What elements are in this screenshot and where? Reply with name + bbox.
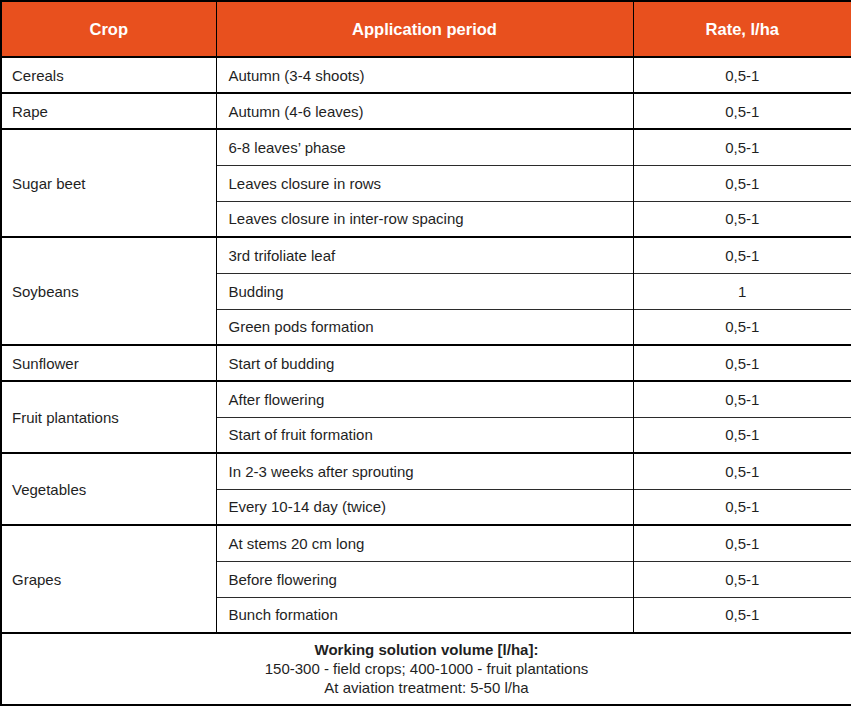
period-cell: Start of fruit formation — [216, 417, 633, 453]
rate-cell: 0,5-1 — [633, 57, 851, 93]
period-cell: After flowering — [216, 381, 633, 417]
period-cell: In 2-3 weeks after sprouting — [216, 453, 633, 489]
crop-cell-cereals: Cereals — [1, 57, 216, 93]
table-row: Vegetables In 2-3 weeks after sprouting … — [1, 453, 851, 489]
period-cell: At stems 20 cm long — [216, 525, 633, 561]
period-cell: Bunch formation — [216, 597, 633, 633]
table-row: Grapes At stems 20 cm long 0,5-1 — [1, 525, 851, 561]
crop-cell-vegetables: Vegetables — [1, 453, 216, 525]
period-cell: Leaves closure in rows — [216, 165, 633, 201]
page: Crop Application period Rate, l/ha Cerea… — [0, 0, 851, 714]
header-row: Crop Application period Rate, l/ha — [1, 1, 851, 57]
table-row: Cereals Autumn (3-4 shoots) 0,5-1 — [1, 57, 851, 93]
footer-line-1: Working solution volume [l/ha]: — [2, 640, 851, 659]
crop-cell-rape: Rape — [1, 93, 216, 129]
crop-cell-grapes: Grapes — [1, 525, 216, 633]
application-rates-table: Crop Application period Rate, l/ha Cerea… — [0, 0, 851, 706]
period-cell: Green pods formation — [216, 309, 633, 345]
rate-cell: 0,5-1 — [633, 309, 851, 345]
rate-cell: 0,5-1 — [633, 93, 851, 129]
rate-cell: 0,5-1 — [633, 201, 851, 237]
rate-cell: 0,5-1 — [633, 381, 851, 417]
rate-cell: 0,5-1 — [633, 417, 851, 453]
period-cell: Budding — [216, 273, 633, 309]
period-cell: 3rd trifoliate leaf — [216, 237, 633, 273]
crop-cell-fruit-plantations: Fruit plantations — [1, 381, 216, 453]
crop-cell-sugar-beet: Sugar beet — [1, 129, 216, 237]
table-row: Soybeans 3rd trifoliate leaf 0,5-1 — [1, 237, 851, 273]
table-row: Rape Autumn (4-6 leaves) 0,5-1 — [1, 93, 851, 129]
rate-cell: 0,5-1 — [633, 597, 851, 633]
table-footer: Working solution volume [l/ha]: 150-300 … — [1, 633, 851, 705]
rate-cell: 0,5-1 — [633, 489, 851, 525]
period-cell: Before flowering — [216, 561, 633, 597]
col-header-application-period: Application period — [216, 1, 633, 57]
period-cell: 6-8 leaves’ phase — [216, 129, 633, 165]
rate-cell: 1 — [633, 273, 851, 309]
table-row: Sugar beet 6-8 leaves’ phase 0,5-1 — [1, 129, 851, 165]
table-footer-row: Working solution volume [l/ha]: 150-300 … — [1, 633, 851, 705]
crop-cell-soybeans: Soybeans — [1, 237, 216, 345]
col-header-rate: Rate, l/ha — [633, 1, 851, 57]
period-cell: Leaves closure in inter-row spacing — [216, 201, 633, 237]
period-cell: Every 10-14 day (twice) — [216, 489, 633, 525]
footer-line-3: At aviation treatment: 5-50 l/ha — [2, 678, 851, 697]
crop-cell-sunflower: Sunflower — [1, 345, 216, 381]
period-cell: Start of budding — [216, 345, 633, 381]
rate-cell: 0,5-1 — [633, 453, 851, 489]
table-row: Fruit plantations After flowering 0,5-1 — [1, 381, 851, 417]
period-cell: Autumn (4-6 leaves) — [216, 93, 633, 129]
table-row: Sunflower Start of budding 0,5-1 — [1, 345, 851, 381]
rate-cell: 0,5-1 — [633, 237, 851, 273]
footer-line-2: 150-300 - field crops; 400-1000 - fruit … — [2, 659, 851, 678]
col-header-crop: Crop — [1, 1, 216, 57]
rate-cell: 0,5-1 — [633, 561, 851, 597]
rate-cell: 0,5-1 — [633, 345, 851, 381]
rate-cell: 0,5-1 — [633, 525, 851, 561]
period-cell: Autumn (3-4 shoots) — [216, 57, 633, 93]
rate-cell: 0,5-1 — [633, 165, 851, 201]
rate-cell: 0,5-1 — [633, 129, 851, 165]
